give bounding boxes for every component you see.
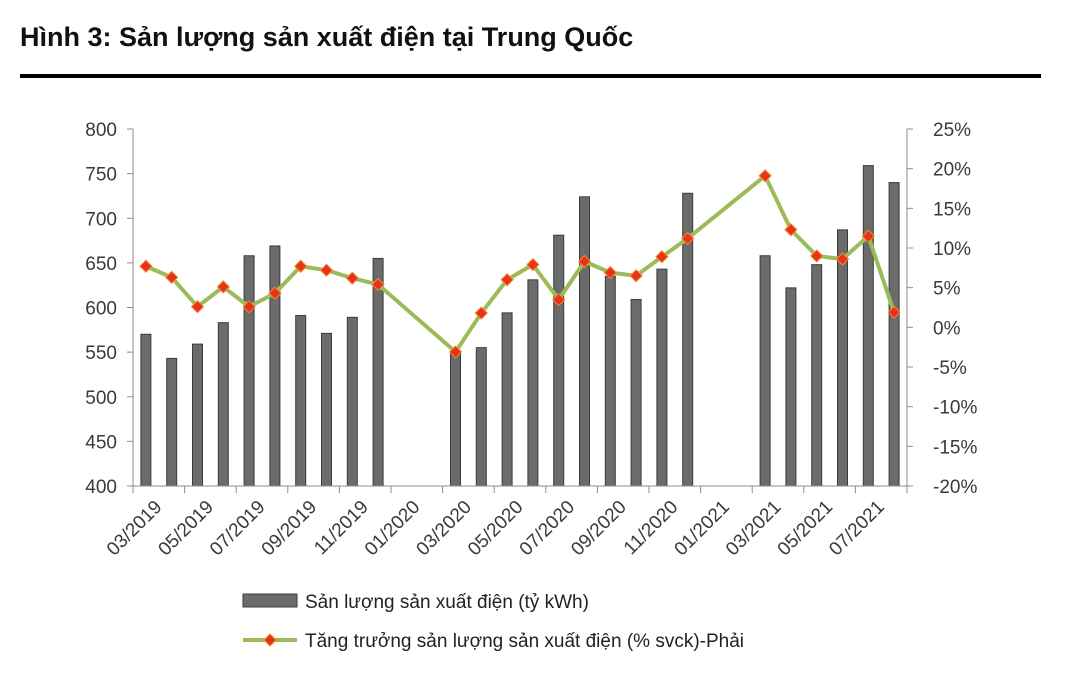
legend-line-label: Tăng trưởng sản lượng sản xuất điện (% s…	[305, 631, 744, 652]
bar	[630, 298, 642, 487]
growth-marker	[809, 249, 824, 263]
right-tick-label: -20%	[933, 477, 977, 498]
growth-marker	[551, 292, 566, 307]
growth-marker	[655, 250, 669, 264]
left-axis: 400 450 500 550 600 650 700 750 800	[85, 120, 134, 498]
bar	[501, 312, 513, 487]
bar-series	[140, 165, 900, 487]
x-tick-label: 11/2020	[620, 497, 682, 559]
growth-marker	[164, 270, 179, 285]
growth-marker	[293, 259, 308, 273]
right-tick-label: 25%	[933, 120, 971, 141]
bar	[656, 268, 668, 487]
left-tick-label: 500	[85, 388, 117, 409]
growth-marker	[345, 271, 360, 285]
x-tick-label: 05/2021	[774, 497, 837, 560]
growth-marker	[680, 231, 695, 246]
right-tick-label: 15%	[933, 199, 971, 220]
x-tick-label: 03/2021	[722, 497, 785, 560]
bar	[295, 315, 307, 487]
left-tick-label: 450	[85, 432, 117, 453]
growth-marker	[268, 286, 282, 300]
legend-bar-swatch	[242, 593, 298, 608]
right-tick-label: -15%	[933, 437, 977, 458]
x-tick-label: 03/2020	[413, 497, 476, 560]
x-tick-label: 09/2019	[258, 497, 321, 560]
growth-marker	[887, 305, 901, 319]
bar	[837, 229, 848, 487]
growth-marker	[474, 306, 489, 320]
figure-title: Hình 3: Sản lượng sản xuất điện tại Trun…	[20, 22, 634, 52]
growth-marker	[526, 257, 540, 272]
x-tick-label: 03/2019	[103, 497, 166, 560]
bar	[372, 257, 384, 487]
left-tick-label: 400	[85, 477, 117, 498]
right-tick-label: -5%	[933, 358, 967, 379]
bar	[321, 332, 332, 487]
x-tick-label: 09/2020	[567, 497, 630, 560]
growth-marker	[448, 345, 463, 359]
bar	[553, 234, 565, 487]
x-tick-label: 01/2020	[361, 497, 424, 560]
growth-marker	[835, 252, 850, 266]
bar	[140, 333, 152, 487]
legend-line-marker	[263, 633, 277, 647]
x-tick-label: 07/2021	[825, 497, 888, 560]
x-tick-label: 11/2019	[310, 497, 372, 559]
growth-marker	[758, 169, 772, 183]
x-tick-label: 05/2020	[464, 497, 527, 560]
bar	[166, 357, 178, 487]
growth-marker	[500, 273, 514, 287]
growth-marker	[139, 259, 153, 273]
right-tick-label: 20%	[933, 160, 971, 181]
legend-bar-label: Sản lượng sản xuất điện (tỷ kWh)	[305, 592, 589, 613]
growth-marker	[603, 265, 618, 280]
growth-marker	[577, 254, 592, 269]
bar	[579, 196, 590, 487]
x-tick-label: 05/2019	[155, 497, 218, 560]
right-tick-label: -10%	[933, 398, 977, 419]
bar	[346, 316, 358, 487]
line-series	[139, 169, 901, 359]
bar	[243, 255, 255, 487]
legend: Sản lượng sản xuất điện (tỷ kWh) Tăng trư…	[242, 592, 744, 652]
x-tick-label: 01/2021	[671, 497, 734, 560]
bar	[527, 279, 539, 487]
left-tick-label: 600	[85, 299, 117, 320]
x-tick-label: 07/2019	[206, 497, 269, 560]
growth-marker	[190, 299, 205, 314]
growth-marker	[216, 280, 231, 294]
right-tick-label: 5%	[933, 279, 961, 300]
x-axis: 03/201905/201907/201909/201911/201901/20…	[103, 485, 908, 560]
bar	[192, 343, 203, 487]
bar	[759, 255, 771, 487]
bar	[862, 165, 874, 487]
title-rule	[20, 74, 1041, 78]
left-tick-label: 800	[85, 120, 117, 141]
left-tick-label: 750	[85, 165, 117, 186]
left-tick-label: 550	[85, 343, 117, 364]
bar	[450, 350, 461, 487]
right-axis: -20% -15% -10% -5% 0% 5% 10% 15% 20% 25%	[906, 120, 977, 498]
bar	[785, 287, 797, 487]
bar	[475, 347, 487, 487]
right-tick-label: 0%	[933, 318, 961, 339]
bar	[888, 182, 900, 487]
bar	[604, 275, 616, 487]
growth-line	[145, 173, 896, 354]
growth-marker	[242, 299, 256, 314]
growth-marker	[861, 229, 876, 243]
left-tick-label: 700	[85, 209, 117, 230]
left-tick-label: 650	[85, 254, 117, 275]
bar	[217, 322, 229, 487]
growth-marker	[629, 269, 643, 283]
x-tick-label: 07/2020	[516, 497, 579, 560]
bar	[811, 264, 823, 487]
bar	[269, 245, 281, 487]
growth-marker	[371, 277, 385, 292]
right-tick-label: 10%	[933, 239, 971, 260]
growth-marker	[784, 223, 798, 237]
growth-marker	[319, 263, 334, 277]
